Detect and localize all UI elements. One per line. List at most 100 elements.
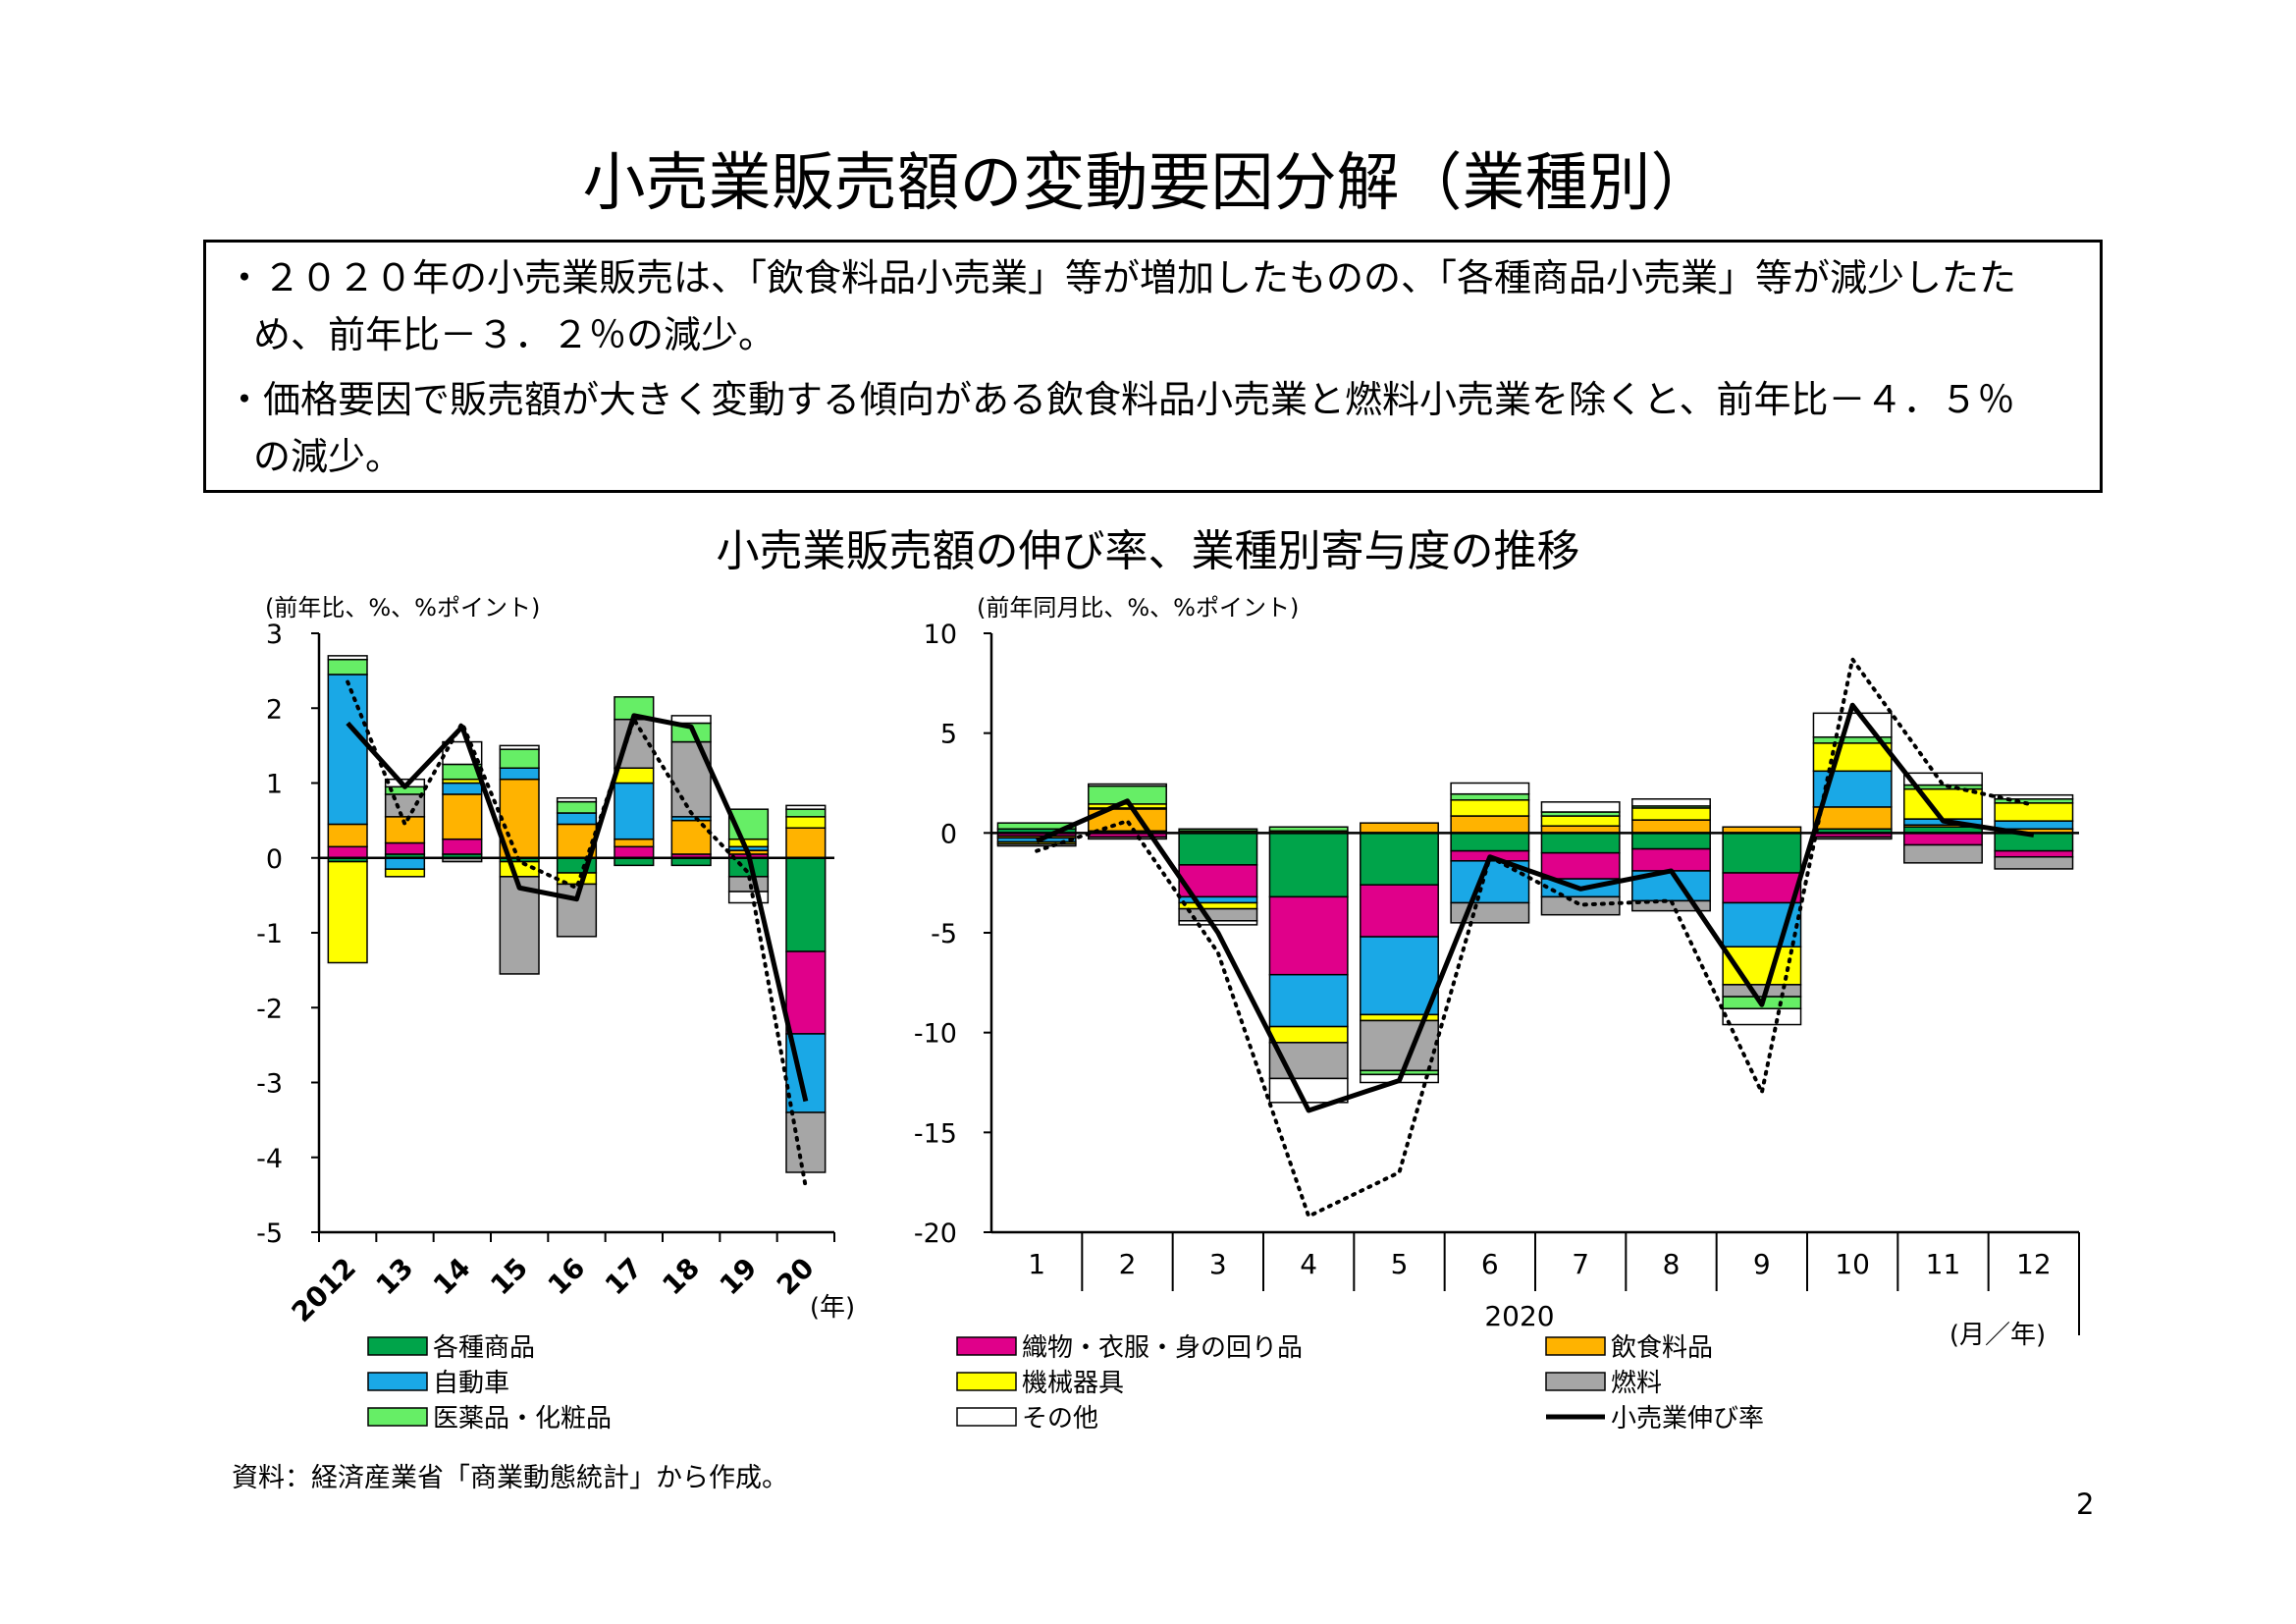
- bar-segment-iyaku: [785, 808, 827, 818]
- x-tick-label: 13: [370, 1252, 420, 1302]
- legend-swatch-sonota: [956, 1407, 1017, 1427]
- x-tick-label: 18: [656, 1252, 706, 1302]
- bar-segment-kakushu: [1450, 832, 1530, 852]
- legend-label-inshoku: 飲食料品: [1611, 1333, 1713, 1363]
- bar-segment-seni: [614, 845, 655, 859]
- bar-segment-sonota: [556, 797, 598, 803]
- bullet-marker: ・: [226, 378, 264, 421]
- x-tick-label: 15: [484, 1252, 534, 1302]
- bar-segment-kakushu: [1722, 832, 1802, 874]
- bar-segment-sonota: [499, 744, 540, 750]
- y-tick-label: -15: [914, 1118, 957, 1149]
- bar-segment-inshoku: [785, 827, 827, 859]
- bar-segment-sonota: [1903, 772, 1983, 786]
- bar-segment-kakushu: [1540, 832, 1621, 854]
- legend-label-sonota: その他: [1022, 1404, 1098, 1434]
- bar-segment-iyaku: [1450, 792, 1530, 801]
- bar-segment-kikai: [614, 767, 655, 785]
- legend-swatch-nenryo: [1545, 1372, 1606, 1391]
- bullet-marker: ・: [226, 256, 264, 299]
- bar-segment-seni: [327, 845, 368, 859]
- bar-segment-iyaku: [327, 658, 368, 676]
- bar-segment-inshoku: [1812, 806, 1893, 831]
- summary-bullet-2: ・価格要因で販売額が大きく変動する傾向がある飲食料品小売業と燃料小売業を除くと、…: [226, 370, 2015, 429]
- legend-label-seni: 織物・衣服・身の回り品: [1022, 1333, 1303, 1363]
- bar-segment-jidosha: [1268, 973, 1349, 1028]
- legend-swatch-iyaku: [367, 1407, 428, 1427]
- y-tick-label: -2: [256, 994, 283, 1024]
- legend-label-jidosha: 自動車: [433, 1369, 509, 1398]
- legend-swatch-kakushu: [367, 1336, 428, 1356]
- bar-segment-iyaku: [1178, 828, 1258, 833]
- bar-segment-kakushu: [1360, 832, 1439, 886]
- y-tick-label: 1: [266, 770, 283, 800]
- y-tick-label: -10: [914, 1019, 957, 1050]
- bar-segment-jidosha: [556, 812, 598, 826]
- bar-segment-nenryo: [1540, 895, 1621, 916]
- source-note: 資料：経済産業省「商業動態統計」から作成。: [232, 1463, 788, 1493]
- x-tick-label: 8: [1663, 1248, 1681, 1280]
- bar-segment-kakushu: [1631, 832, 1711, 850]
- bar-segment-kikai: [1994, 802, 2074, 822]
- x-tick-label: 10: [1835, 1248, 1870, 1280]
- bar-segment-nenryo: [996, 842, 1077, 847]
- bar-segment-jidosha: [384, 857, 426, 870]
- bar-segment-sonota: [1994, 793, 2074, 800]
- x-axis-unit-label: (年): [810, 1293, 855, 1323]
- bar-segment-sonota: [1722, 1007, 1802, 1026]
- bar-segment-jidosha: [614, 782, 655, 840]
- y-tick-label: 0: [940, 819, 957, 849]
- x-tick-label: 2012: [286, 1252, 362, 1328]
- dotted-series-line: [1035, 654, 2036, 1219]
- bar-segment-jidosha: [442, 782, 483, 795]
- bar-segment-nenryo: [1722, 984, 1802, 998]
- legend-label-kakushu: 各種商品: [433, 1333, 535, 1363]
- bar-segment-seni: [1268, 895, 1349, 976]
- bar-segment-sonota: [727, 891, 770, 904]
- x-tick-label: 16: [542, 1252, 592, 1302]
- x-tick-label: 2: [1119, 1248, 1137, 1280]
- x-tick-label: 14: [427, 1252, 477, 1302]
- bar-segment-sonota: [785, 804, 827, 810]
- bar-segment-sonota: [1178, 920, 1258, 926]
- bar-segment-nenryo: [1088, 836, 1167, 840]
- x-tick-label: 17: [599, 1252, 649, 1302]
- legend-label-total: 小売業伸び率: [1611, 1404, 1764, 1434]
- summary-bullet-1: ・２０２０年の小売業販売は、「飲食料品小売業」等が増加したものの、「各種商品小売…: [226, 248, 2016, 307]
- bar-segment-kikai: [384, 868, 426, 878]
- bar-segment-sonota: [1631, 798, 1711, 807]
- bar-segment-nenryo: [1994, 855, 2074, 870]
- y-tick-label: 10: [924, 620, 957, 650]
- bar-segment-sonota: [327, 655, 368, 661]
- y-tick-label: -4: [256, 1144, 283, 1174]
- y-tick-label: 3: [266, 620, 283, 650]
- y-tick-label: -3: [256, 1069, 283, 1100]
- bar-segment-nenryo: [1360, 1019, 1439, 1072]
- x-tick-label: 7: [1572, 1248, 1589, 1280]
- x-axis-unit-label: (月／年): [1949, 1321, 2046, 1350]
- bar-segment-kikai: [785, 816, 827, 829]
- bar-segment-jidosha: [499, 767, 540, 781]
- bar-segment-kakushu: [785, 857, 827, 952]
- y-tick-label: -5: [931, 919, 957, 949]
- bar-segment-seni: [1631, 847, 1711, 872]
- bar-segment-inshoku: [1450, 815, 1530, 835]
- summary-bullet-2-cont: の減少。: [253, 435, 403, 478]
- bar-segment-sonota: [1450, 782, 1530, 795]
- year-label: 2020: [1484, 1300, 1554, 1332]
- bar-segment-kikai: [1540, 815, 1621, 827]
- bar-segment-sonota: [1268, 1077, 1349, 1104]
- bar-segment-kikai: [1178, 901, 1258, 910]
- bar-segment-nenryo: [1903, 843, 1983, 864]
- x-tick-label: 12: [2016, 1248, 2052, 1280]
- legend-swatch-kikai: [956, 1372, 1017, 1391]
- bar-segment-sonota: [1540, 801, 1621, 813]
- bar-segment-iyaku: [499, 748, 540, 769]
- chart-2-unit-label: (前年同月比、%、%ポイント): [977, 594, 1299, 622]
- bar-segment-kikai: [727, 838, 770, 848]
- bullet-text: ２０２０年の小売業販売は、「飲食料品小売業」等が増加したものの、「各種商品小売業…: [263, 256, 2017, 299]
- x-tick-label: 4: [1300, 1248, 1317, 1280]
- summary-box: ・２０２０年の小売業販売は、「飲食料品小売業」等が増加したものの、「各種商品小売…: [203, 240, 2103, 493]
- y-tick-label: 2: [266, 694, 283, 725]
